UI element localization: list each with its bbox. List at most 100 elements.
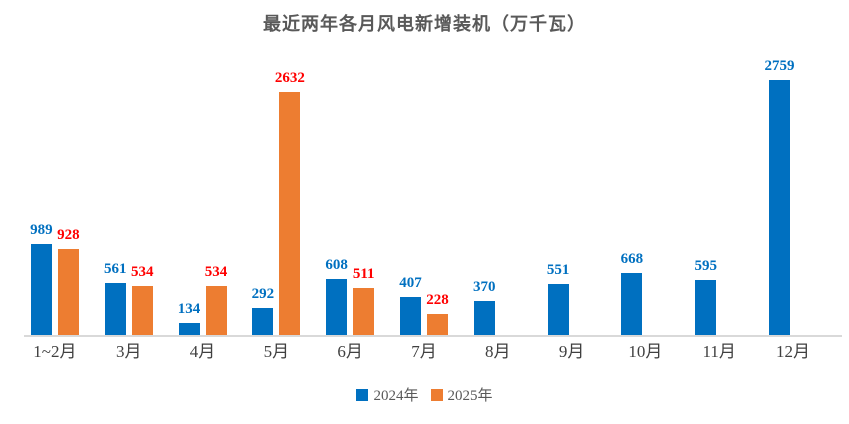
x-axis-label: 5月 [263,342,290,361]
bar-2025年 [205,286,227,335]
bar-pair: 608 511 [325,80,375,335]
plot-area: 989 928 561 534 134 534 292 2632 608 511 407 228 370… [18,59,830,335]
bar-slot-2024年: 407 [399,80,422,335]
bar-2024年 [104,283,126,335]
legend-label: 2024年 [373,388,419,404]
x-axis-label: 11月 [702,342,736,361]
category-column: 608 511 [313,80,387,335]
bar-pair: 668 [621,80,669,335]
bar-slot-2025年: 511 [352,80,375,335]
x-axis-line [24,335,842,337]
bar-2024年 [695,280,717,335]
bar-2025年 [353,288,375,335]
x-axis-label: 12月 [776,342,811,361]
value-label-2024年: 2759 [764,58,795,74]
x-axis-label: 10月 [628,342,663,361]
bar-slot-2024年: 668 [620,80,644,335]
chart-legend: 2024年 2025年 [0,384,849,405]
value-label-2024年: 134 [177,301,201,317]
bar-2025年 [131,286,153,335]
bar-2025年 [57,249,79,335]
bar-pair: 551 [546,80,596,335]
x-axis-label: 6月 [337,342,363,361]
value-label-2025年: 511 [352,266,375,282]
category-column: 561 534 [92,80,166,335]
value-label-2025年: 534 [204,264,228,280]
category-column: 370 [461,80,535,335]
bar-slot-2024年: 551 [546,80,570,335]
bar-slot-2024年: 292 [251,80,275,335]
bar-pair: 989 928 [30,80,80,335]
bar-2024年 [326,279,348,335]
bar-slot-2025年 [501,80,522,335]
bar-pair: 407 228 [399,80,449,335]
category-column: 134 534 [166,80,240,335]
bar-pair: 595 [694,80,743,335]
x-axis-label: 8月 [485,342,511,361]
legend-swatch-icon [430,388,443,401]
value-label-2025年: 928 [57,227,80,243]
category-column: 292 2632 [239,71,313,335]
bar-2024年 [769,80,791,335]
bar-pair: 561 534 [103,80,154,335]
category-column: 407 228 [387,80,461,335]
x-axis-label: 9月 [558,342,585,361]
bar-slot-2025年: 228 [426,80,449,335]
value-label-2025年: 534 [130,264,154,280]
bar-pair: 292 2632 [251,71,305,335]
bar-2024年 [399,297,421,335]
bar-pair: 370 [473,80,522,335]
x-axis-label: 1~2月 [33,342,77,361]
value-label-2024年: 370 [473,279,496,295]
bar-slot-2024年: 608 [325,80,348,335]
value-label-2024年: 608 [325,257,348,273]
bar-2024年 [30,244,52,335]
value-label-2024年: 551 [546,262,570,278]
bar-2024年 [473,301,495,335]
legend-item-2024年: 2024年 [356,384,419,405]
bar-slot-2025年: 928 [57,80,80,335]
value-label-2024年: 668 [620,251,644,267]
category-column: 551 [535,80,609,335]
bar-slot-2024年: 2759 [765,59,795,335]
bar-slot-2025年 [648,80,669,335]
category-column: 2759 [756,59,830,335]
x-axis-label: 4月 [189,342,216,361]
chart-title: 最近两年各月风电新增装机（万千瓦） [263,14,586,34]
bar-2024年 [252,308,274,335]
value-label-2025年: 2632 [274,70,305,86]
bar-2024年 [547,284,569,335]
x-axis-label: 7月 [411,342,437,361]
bar-slot-2024年: 134 [177,80,201,335]
bar-2024年 [178,323,200,335]
bar-slot-2025年: 534 [130,80,154,335]
value-label-2024年: 407 [399,275,422,291]
bar-pair: 134 534 [177,80,228,335]
bar-slot-2025年 [722,80,743,335]
legend-label: 2025年 [447,388,493,404]
bar-slot-2025年: 534 [204,80,228,335]
bar-2024年 [621,273,643,335]
x-axis-labels: 1~2月 3月 4月 5月 6月 7月 8月 9月 10月 11月 12月 [18,341,830,363]
value-label-2024年: 292 [251,286,275,302]
bar-2025年 [279,92,301,335]
category-column: 989 928 [18,80,92,335]
bar-slot-2024年: 989 [30,80,53,335]
value-label-2024年: 989 [30,222,53,238]
bar-pair: 2759 [765,59,817,335]
bar-slot-2024年: 370 [473,80,496,335]
bar-slot-2024年: 561 [103,80,127,335]
x-axis-label: 3月 [115,342,142,361]
value-label-2025年: 228 [426,292,449,308]
bar-2025年 [426,314,448,335]
value-label-2024年: 561 [103,261,127,277]
legend-item-2025年: 2025年 [430,384,493,405]
bar-slot-2025年 [575,80,596,335]
bar-slot-2025年: 2632 [275,71,305,335]
bar-slot-2025年 [796,80,817,335]
legend-swatch-icon [356,388,369,401]
value-label-2024年: 595 [694,258,717,274]
category-column: 595 [682,80,756,335]
category-column: 668 [609,80,683,335]
